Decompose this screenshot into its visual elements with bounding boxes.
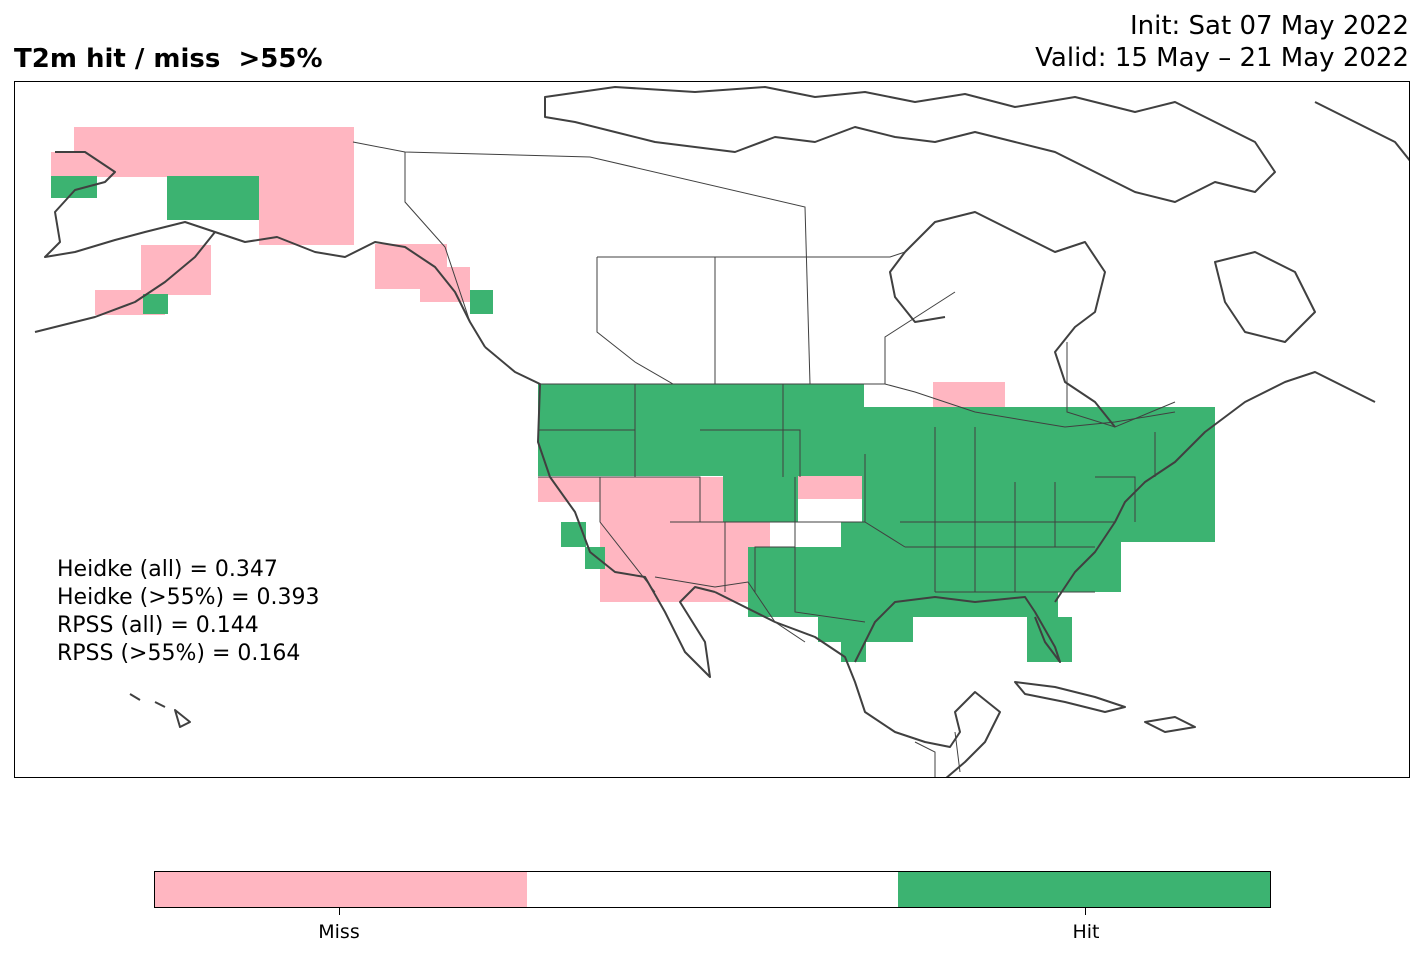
heidke-all: Heidke (all) = 0.347 bbox=[57, 557, 278, 582]
map-panel bbox=[14, 81, 1410, 778]
legend-hit-swatch bbox=[898, 872, 1271, 907]
map-title: T2m hit / miss >55% bbox=[14, 44, 323, 74]
skill-scores: Heidke (all) = 0.347 Heidke (>55%) = 0.3… bbox=[57, 556, 320, 668]
legend-colorbar bbox=[154, 871, 1271, 908]
forecast-dates: Init: Sat 07 May 2022 Valid: 15 May – 21… bbox=[1035, 10, 1409, 74]
rpss-all: RPSS (all) = 0.144 bbox=[57, 613, 259, 638]
legend-miss-swatch bbox=[155, 872, 527, 907]
rpss-55: RPSS (>55%) = 0.164 bbox=[57, 641, 301, 666]
heidke-55: Heidke (>55%) = 0.393 bbox=[57, 585, 320, 610]
map-svg bbox=[34, 86, 1409, 777]
legend-miss-label: Miss bbox=[318, 921, 360, 943]
legend-hit-label: Hit bbox=[1072, 921, 1100, 943]
hit-cells bbox=[51, 176, 1215, 662]
coastlines bbox=[34, 86, 1409, 777]
legend-miss-tick bbox=[339, 908, 340, 915]
valid-period: Valid: 15 May – 21 May 2022 bbox=[1035, 43, 1409, 73]
legend-hit-tick bbox=[1085, 908, 1086, 915]
legend-neutral-swatch bbox=[526, 872, 899, 907]
init-date: Init: Sat 07 May 2022 bbox=[1129, 11, 1409, 41]
state-borders bbox=[352, 141, 1176, 777]
